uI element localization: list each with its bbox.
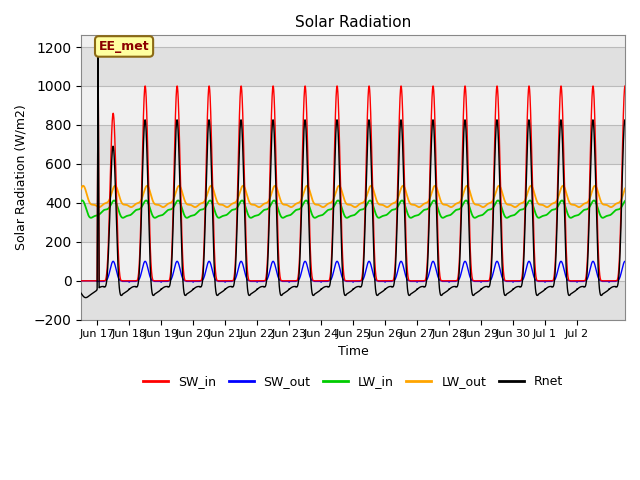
Bar xyxy=(81,203,625,242)
Bar xyxy=(81,164,625,203)
Legend: SW_in, SW_out, LW_in, LW_out, Rnet: SW_in, SW_out, LW_in, LW_out, Rnet xyxy=(138,370,568,393)
Text: EE_met: EE_met xyxy=(99,40,149,53)
Y-axis label: Solar Radiation (W/m2): Solar Radiation (W/m2) xyxy=(15,105,28,251)
Bar xyxy=(81,242,625,281)
Bar xyxy=(81,86,625,125)
Bar xyxy=(81,125,625,164)
X-axis label: Time: Time xyxy=(338,345,369,358)
Bar xyxy=(81,281,625,320)
Bar xyxy=(81,47,625,86)
Title: Solar Radiation: Solar Radiation xyxy=(295,15,412,30)
